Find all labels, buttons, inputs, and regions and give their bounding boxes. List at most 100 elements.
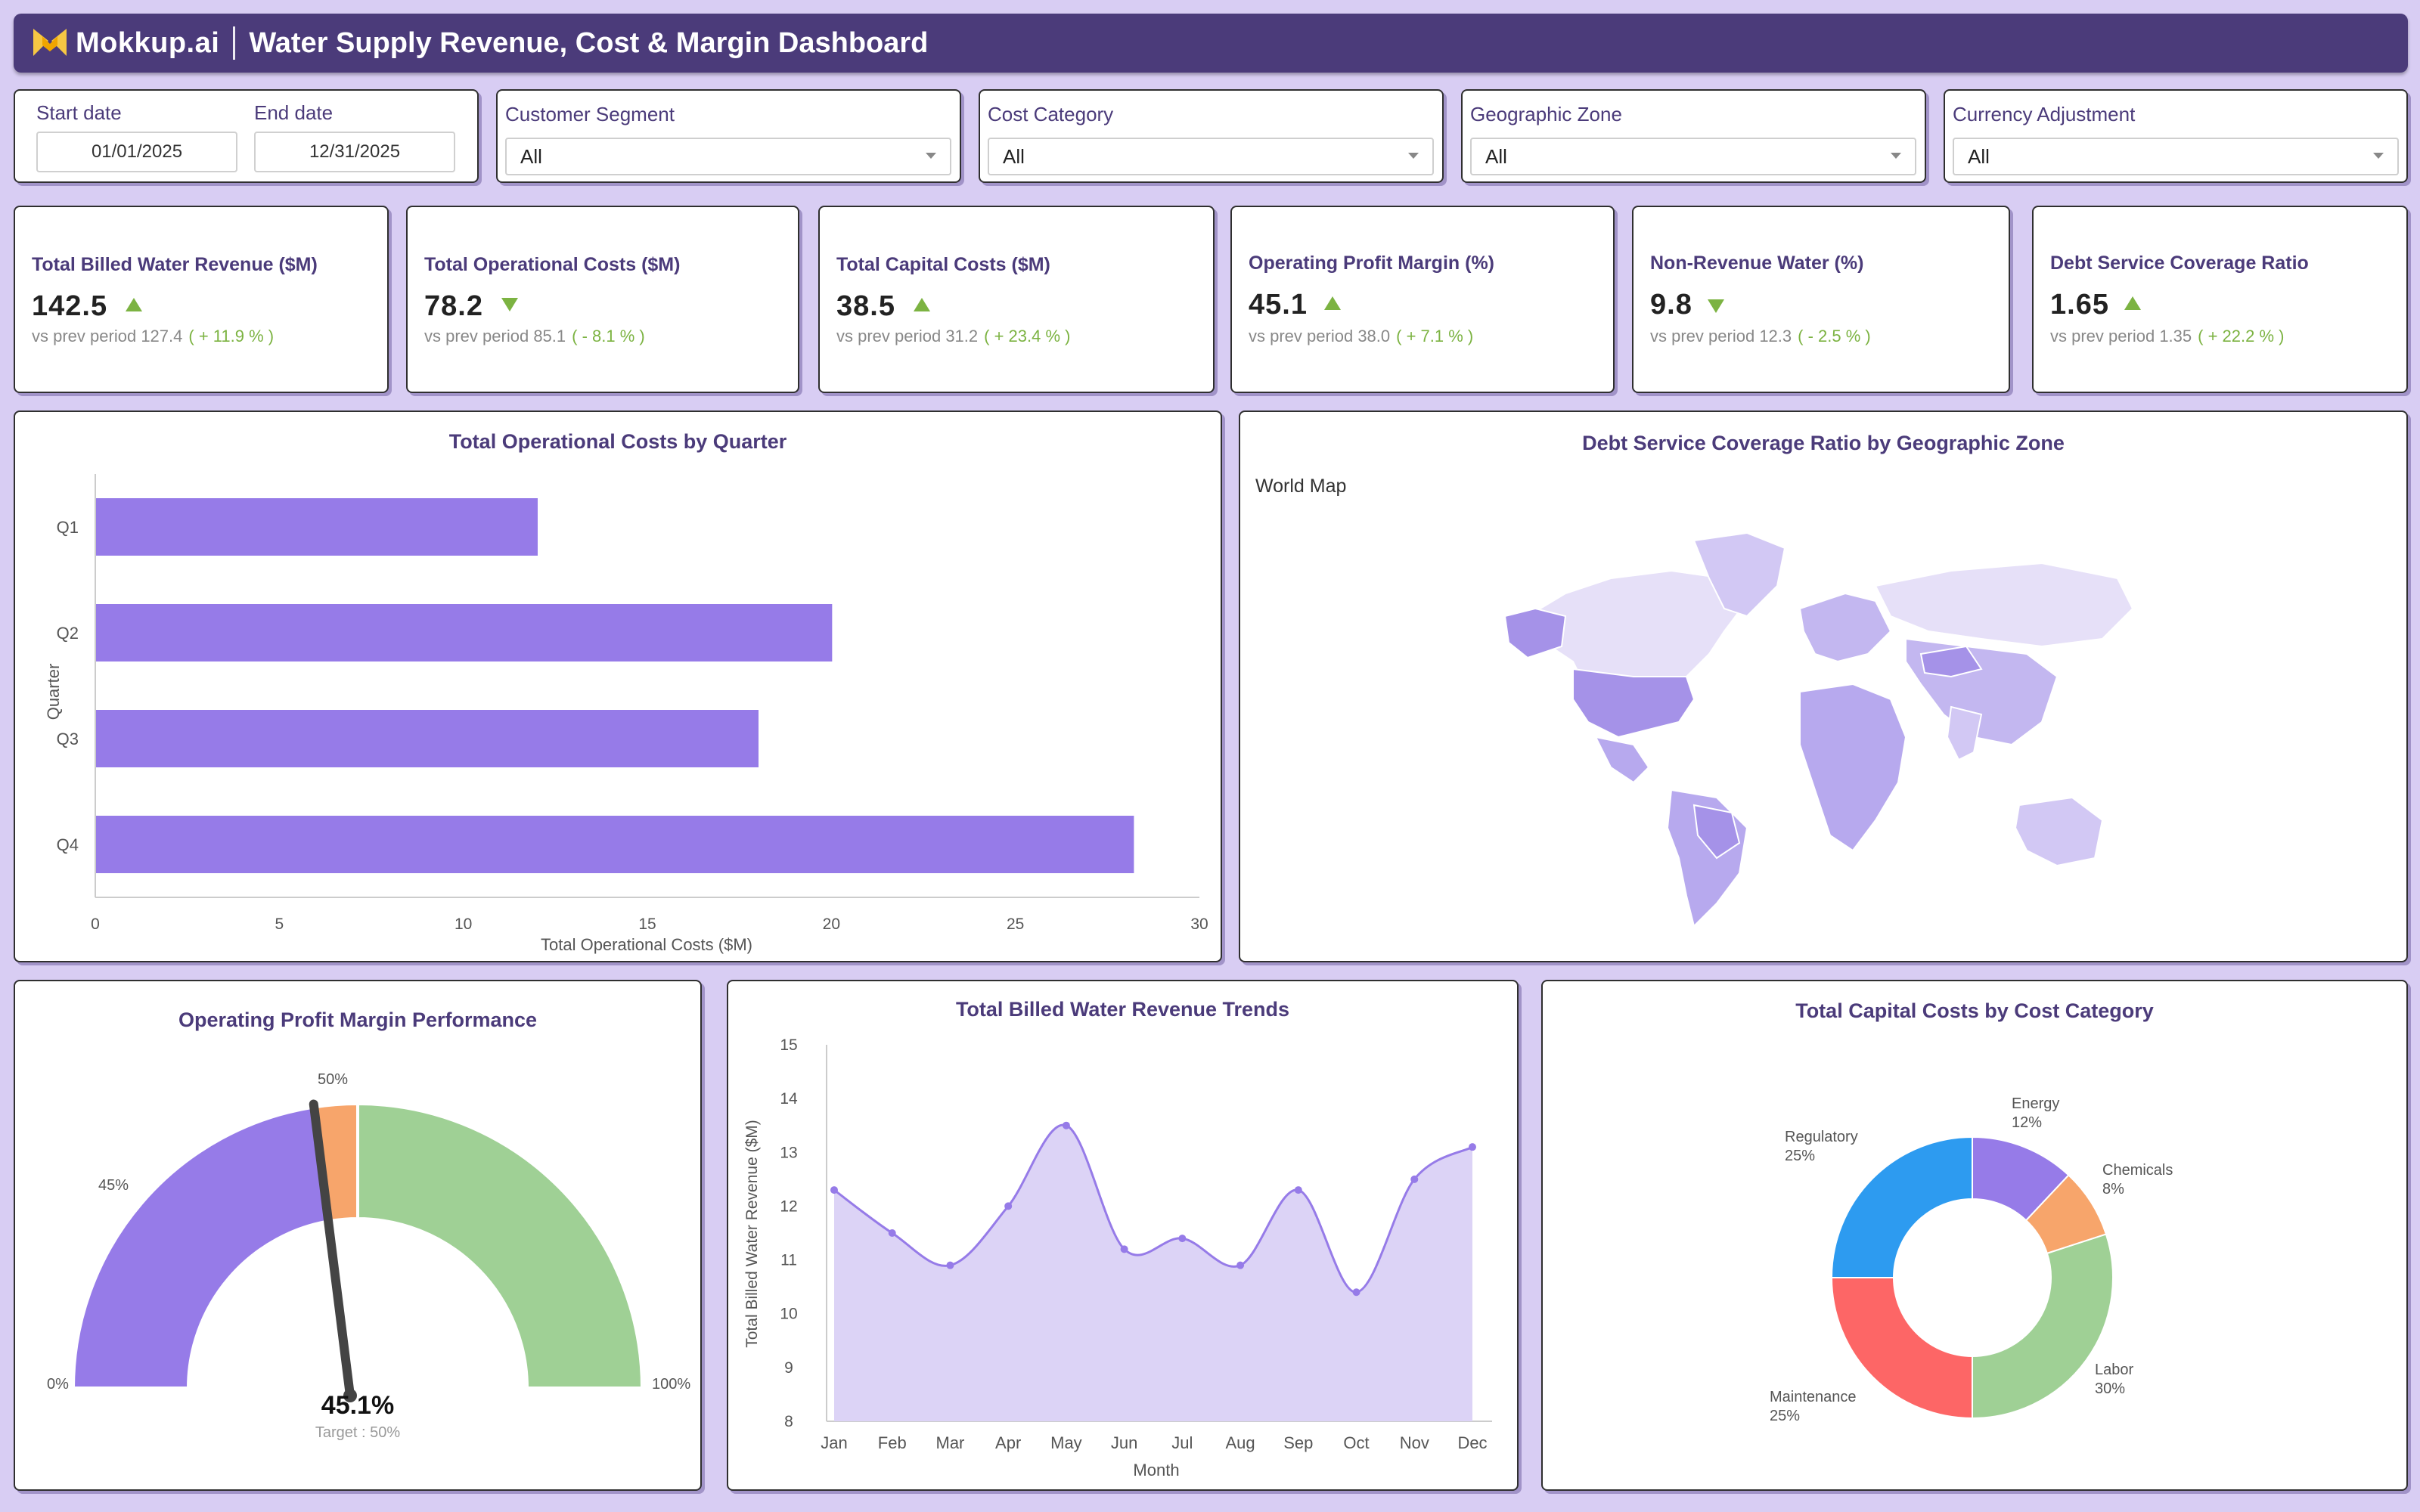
kpi-label: Operating Profit Margin (%) bbox=[1249, 253, 1494, 274]
data-point-oct[interactable] bbox=[1352, 1288, 1360, 1297]
geographic-zone-select[interactable]: All bbox=[1470, 138, 1916, 175]
kpi-prev-value: 31.2 bbox=[945, 327, 979, 345]
x-tick-label: Oct bbox=[1343, 1433, 1369, 1452]
cost-category-filter: Cost Category All bbox=[979, 89, 1444, 183]
kpi-label: Total Operational Costs ($M) bbox=[424, 254, 681, 275]
chart-title: Total Billed Water Revenue Trends bbox=[955, 998, 1290, 1021]
cost-category-label: Cost Category bbox=[988, 103, 1114, 125]
slice-maintenance[interactable] bbox=[1830, 1277, 1973, 1420]
map-region-mexico[interactable] bbox=[1594, 736, 1650, 784]
kpi-value: 142.5 bbox=[32, 290, 108, 322]
slice-labor[interactable] bbox=[1972, 1233, 2114, 1420]
bar-q1[interactable] bbox=[96, 498, 538, 556]
currency-adjustment-filter: Currency Adjustment All bbox=[1944, 89, 2408, 183]
kpi-card-operational-costs: Total Operational Costs ($M) 78.2 vs pre… bbox=[406, 206, 799, 393]
kpi-value: 1.65 bbox=[2050, 289, 2109, 321]
map-region-greenland[interactable] bbox=[1692, 531, 1786, 618]
start-date-label: Start date bbox=[36, 101, 122, 124]
map-region-russia[interactable] bbox=[1874, 562, 2134, 648]
y-tick-label: 13 bbox=[780, 1144, 797, 1161]
x-tick-label: Apr bbox=[995, 1433, 1021, 1452]
data-point-sep[interactable] bbox=[1294, 1186, 1302, 1194]
debt-ratio-map-card: Debt Service Coverage Ratio by Geographi… bbox=[1239, 411, 2408, 962]
kpi-comparison: vs prev period 31.2 ( + 23.4 % ) bbox=[836, 327, 1070, 346]
data-point-mar[interactable] bbox=[946, 1261, 954, 1269]
line-chart-svg: 8 9 10 11 12 13 14 15 Jan Feb Mar Apr May Jun Jul Aug Se… bbox=[743, 1036, 1492, 1479]
start-date-input[interactable]: 01/01/2025 bbox=[36, 132, 237, 172]
x-tick-label: Aug bbox=[1226, 1433, 1255, 1452]
data-point-jun[interactable] bbox=[1120, 1245, 1128, 1253]
x-tick-label: 20 bbox=[823, 916, 840, 933]
world-map[interactable] bbox=[1497, 525, 2148, 934]
y-tick-label: Q1 bbox=[57, 518, 79, 537]
kpi-comparison: vs prev period 85.1 ( - 8.1 % ) bbox=[424, 327, 645, 346]
trend-up-icon bbox=[914, 298, 930, 311]
map-region-kazakhstan[interactable] bbox=[1919, 645, 1983, 678]
x-tick-label: 25 bbox=[1007, 916, 1024, 933]
customer-segment-select[interactable]: All bbox=[505, 138, 951, 175]
chevron-down-icon bbox=[1408, 153, 1419, 159]
operational-costs-bar-chart-card: Total Operational Costs by Quarter 0 5 10 1… bbox=[14, 411, 1222, 962]
kpi-prev-value: 12.3 bbox=[1759, 327, 1792, 345]
capital-costs-donut-card: Total Capital Costs by Cost Category Ene… bbox=[1541, 980, 2408, 1491]
gauge-value: 45.1% bbox=[321, 1391, 395, 1420]
map-region-brazil[interactable] bbox=[1692, 804, 1741, 860]
slice-pct: 25% bbox=[1770, 1408, 1800, 1424]
geographic-zone-label: Geographic Zone bbox=[1470, 103, 1622, 125]
geographic-zone-filter: Geographic Zone All bbox=[1461, 89, 1926, 183]
gauge-label-45: 45% bbox=[98, 1177, 129, 1194]
y-tick-label: Q2 bbox=[57, 624, 79, 643]
data-point-jul[interactable] bbox=[1178, 1235, 1187, 1243]
kpi-prev-value: 85.1 bbox=[533, 327, 566, 345]
brand-name: Mokkup.ai bbox=[76, 26, 220, 59]
gauge-needle bbox=[309, 1099, 355, 1400]
gauge-label-max: 100% bbox=[652, 1376, 690, 1393]
kpi-label: Total Billed Water Revenue ($M) bbox=[32, 254, 318, 275]
slice-regulatory[interactable] bbox=[1830, 1136, 1973, 1278]
bar-q3[interactable] bbox=[96, 710, 759, 767]
data-point-apr[interactable] bbox=[1004, 1202, 1013, 1210]
end-date-input[interactable]: 12/31/2025 bbox=[254, 132, 455, 172]
donut-chart-svg: Energy 12% Chemicals 8% Labor 30% Maintenance 2… bbox=[1770, 1095, 2173, 1424]
x-tick-label: Mar bbox=[936, 1433, 965, 1452]
kpi-label: Debt Service Coverage Ratio bbox=[2050, 253, 2309, 274]
chart-title: Total Capital Costs by Cost Category bbox=[1795, 999, 2154, 1022]
x-axis-title: Month bbox=[1133, 1461, 1179, 1479]
y-tick-label: 8 bbox=[784, 1413, 793, 1430]
chart-title: Debt Service Coverage Ratio by Geographi… bbox=[1582, 432, 2065, 454]
bar-q4[interactable] bbox=[96, 816, 1134, 873]
kpi-card-capital-costs: Total Capital Costs ($M) 38.5 vs prev pe… bbox=[818, 206, 1215, 393]
data-point-nov[interactable] bbox=[1410, 1175, 1419, 1183]
cost-category-select[interactable]: All bbox=[988, 138, 1434, 175]
y-tick-label: Q3 bbox=[57, 730, 79, 748]
kpi-prev-label: vs prev period bbox=[836, 327, 942, 345]
header-divider bbox=[233, 26, 236, 60]
data-point-dec[interactable] bbox=[1469, 1143, 1476, 1151]
map-region-alaska[interactable] bbox=[1503, 607, 1567, 659]
header-bar: Mokkup.ai Water Supply Revenue, Cost & M… bbox=[14, 14, 2408, 73]
kpi-value: 45.1 bbox=[1249, 289, 1308, 321]
map-region-africa[interactable] bbox=[1799, 683, 1907, 852]
trend-up-icon bbox=[1324, 296, 1341, 310]
data-point-may[interactable] bbox=[1062, 1121, 1070, 1129]
data-point-aug[interactable] bbox=[1236, 1261, 1245, 1269]
kpi-prev-label: vs prev period bbox=[2050, 327, 2155, 345]
kpi-prev-label: vs prev period bbox=[1249, 327, 1354, 345]
kpi-card-debt-service-ratio: Debt Service Coverage Ratio 1.65 vs prev… bbox=[2032, 206, 2408, 393]
bar-q2[interactable] bbox=[96, 604, 833, 662]
currency-adjustment-label: Currency Adjustment bbox=[1953, 103, 2136, 125]
map-region-europe[interactable] bbox=[1798, 592, 1892, 663]
map-region-australia[interactable] bbox=[2014, 796, 2104, 867]
x-tick-label: 10 bbox=[455, 916, 472, 933]
gauge-band-1 bbox=[71, 1105, 334, 1390]
y-tick-label: 11 bbox=[780, 1252, 797, 1269]
end-date-label: End date bbox=[254, 101, 334, 124]
kpi-prev-value: 127.4 bbox=[141, 327, 183, 345]
map-region-india[interactable] bbox=[1946, 705, 1983, 761]
data-point-jan[interactable] bbox=[830, 1186, 838, 1194]
customer-segment-filter: Customer Segment All bbox=[496, 89, 961, 183]
map-region-usa[interactable] bbox=[1572, 668, 1696, 739]
customer-segment-value: All bbox=[520, 144, 542, 168]
currency-adjustment-select[interactable]: All bbox=[1953, 138, 2399, 175]
data-point-feb[interactable] bbox=[888, 1229, 896, 1237]
